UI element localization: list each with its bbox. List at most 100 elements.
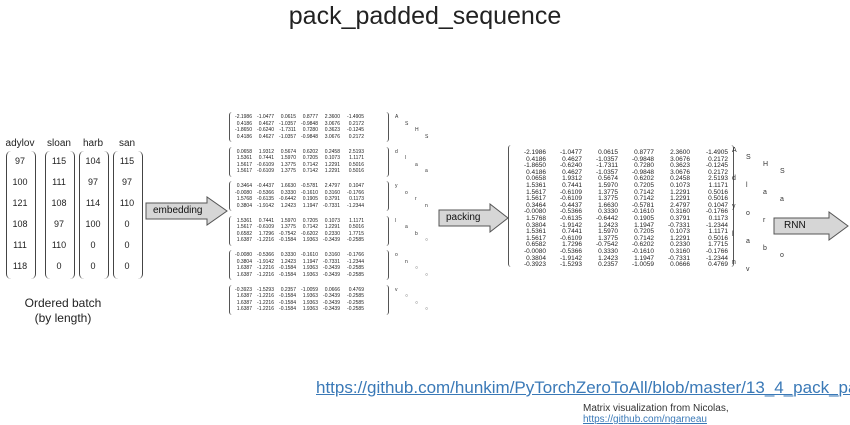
batch-value: 115 [119,156,135,166]
embedded-char: b [415,230,418,237]
embedded-value: 1.7296 [258,230,274,237]
packed-value: 1.9312 [562,175,582,183]
batch-value: 0 [56,261,62,271]
source-code-link[interactable]: https://github.com/hunkim/PyTorchZeroToA… [316,378,850,397]
packed-value: 0.8777 [634,149,654,156]
packed-value: 1.5768 [526,215,546,222]
packed-value: -0.5781 [631,201,654,209]
packed-value: -0.1610 [631,208,654,216]
packed-row: -0.0080 -0.5366 0.3330 -0.1610 0.3160 -0.1766 [512,248,728,255]
embedded-row: 0.6582 1.7296 -0.7542 -0.6202 0.2330 1.7715 [232,231,364,237]
embedded-value: 1.6387 [236,293,252,299]
packed-value: -1.8650 [523,162,546,170]
batch-value: 0 [124,219,130,229]
packed-value: -0.5366 [559,208,582,216]
packed-value: 1.5617 [526,188,546,196]
packed-value: 0.7142 [634,195,654,203]
embedded-row: 0.3464 -0.4437 1.6630 -0.5781 2.4797 0.1047 [232,183,364,189]
packed-char: n [732,259,736,266]
packed-row: 0.6582 1.7296 -0.7542 -0.6202 0.2330 1.7715 [512,241,728,248]
embedded-value: -0.7331 [323,258,340,265]
packed-value: 1.5617 [526,234,546,242]
packed-value: 0.7280 [634,162,654,170]
embedded-value: -0.6135 [257,196,274,202]
packed-value: 0.5016 [708,234,728,242]
packed-char: a [780,196,784,203]
packed-value: 0.1173 [708,215,728,222]
embedded-value: 1.2291 [324,161,340,168]
embedded-value: 1.5361 [236,155,252,161]
embedded-value: 0.4769 [348,286,364,293]
embedded-value: 1.9363 [302,271,318,278]
packed-row: 1.5617 -0.6109 1.3775 0.7142 1.2291 0.5016 [512,189,728,196]
batch-value: 97 [53,219,64,229]
embedded-value: 1.9363 [302,299,318,306]
packed-char: o [746,210,750,217]
batch-column-bracket [45,151,75,279]
embedded-char: ○ [425,306,429,312]
embedded-block: 0.0658 1.9312 0.5674 0.6202 0.2458 2.5193 1.53… [229,146,389,177]
embedded-value: 0.5016 [348,224,364,230]
embedded-value: -0.2585 [347,299,364,306]
packed-value: 1.7715 [708,241,728,249]
packed-char: b [763,245,767,252]
packed-value: 1.6630 [598,201,618,209]
embedded-value: 1.9363 [302,306,318,312]
embedded-char: A [395,114,399,120]
embedded-value: 1.5617 [236,161,252,168]
packed-value: 0.0666 [670,261,690,269]
packed-value: 1.2291 [670,234,690,242]
embedded-value: 1.6387 [236,271,252,278]
packed-char: l [746,182,748,189]
embedded-value: -1.2216 [257,306,274,312]
packed-matrix-bracket [508,145,734,267]
rnn-label: RNN [784,220,806,231]
packed-row: -0.3923 -1.5293 0.2357 -1.0059 0.0666 0.4769 [512,261,728,268]
packed-value: 1.1171 [708,182,728,189]
packed-value: 0.7441 [562,182,582,189]
packed-value: -1.0357 [595,168,618,176]
embedded-value: -1.7311 [279,127,296,133]
packed-value: 1.3775 [598,234,618,242]
credit-link[interactable]: https://github.com/ngarneau [583,414,707,425]
packed-value: 0.2172 [708,155,728,163]
embedded-value: 1.5617 [236,168,252,174]
embedding-label: embedding [153,205,203,216]
embedded-value: -1.4905 [347,114,364,120]
embedded-value: 0.1073 [324,217,340,224]
packed-value: -0.3923 [523,261,546,269]
batch-value: 118 [12,261,28,271]
embedded-value: 1.5361 [236,217,252,224]
packed-value: 0.1047 [708,201,728,209]
embedded-value: 0.7441 [258,155,274,161]
packed-row: 0.0658 1.9312 0.5674 0.6202 0.2458 2.5193 [512,175,728,182]
embedded-value: -1.2216 [257,271,274,278]
embedded-value: -1.0059 [301,286,318,293]
embedded-value: 0.4627 [258,120,274,127]
embedded-value: -0.1766 [347,189,364,196]
embedded-value: 0.1173 [349,196,364,202]
embedded-value: -0.2585 [347,237,364,243]
embedded-value: 0.7142 [302,161,318,168]
packed-value: -0.1766 [705,248,728,255]
embedded-value: 0.0658 [236,148,252,155]
embedded-value: 0.7280 [302,127,318,133]
packed-row: 0.3464 -0.4437 1.6630 -0.5781 2.4797 0.1047 [512,202,728,209]
packed-value: -0.7542 [595,241,618,249]
packed-value: 1.5617 [526,195,546,203]
packed-value: 0.3464 [526,201,546,209]
embedded-value: -1.0357 [279,120,296,127]
packed-value: -0.1610 [631,248,654,255]
embedded-value: -0.6109 [257,161,274,168]
packed-value: 0.2330 [670,241,690,249]
packed-value: 0.4627 [562,155,582,163]
embedded-value: 1.6387 [236,265,252,271]
embedded-value: 0.6202 [302,148,318,155]
embedded-value: 0.1073 [324,155,340,161]
packed-value: 0.4186 [526,155,546,163]
batch-value: 111 [52,177,66,187]
embedded-value: 0.8777 [302,114,318,120]
embedded-value: -1.9142 [257,202,274,209]
embedded-value: -0.4437 [257,183,274,189]
embedded-value: -1.2344 [347,258,364,265]
